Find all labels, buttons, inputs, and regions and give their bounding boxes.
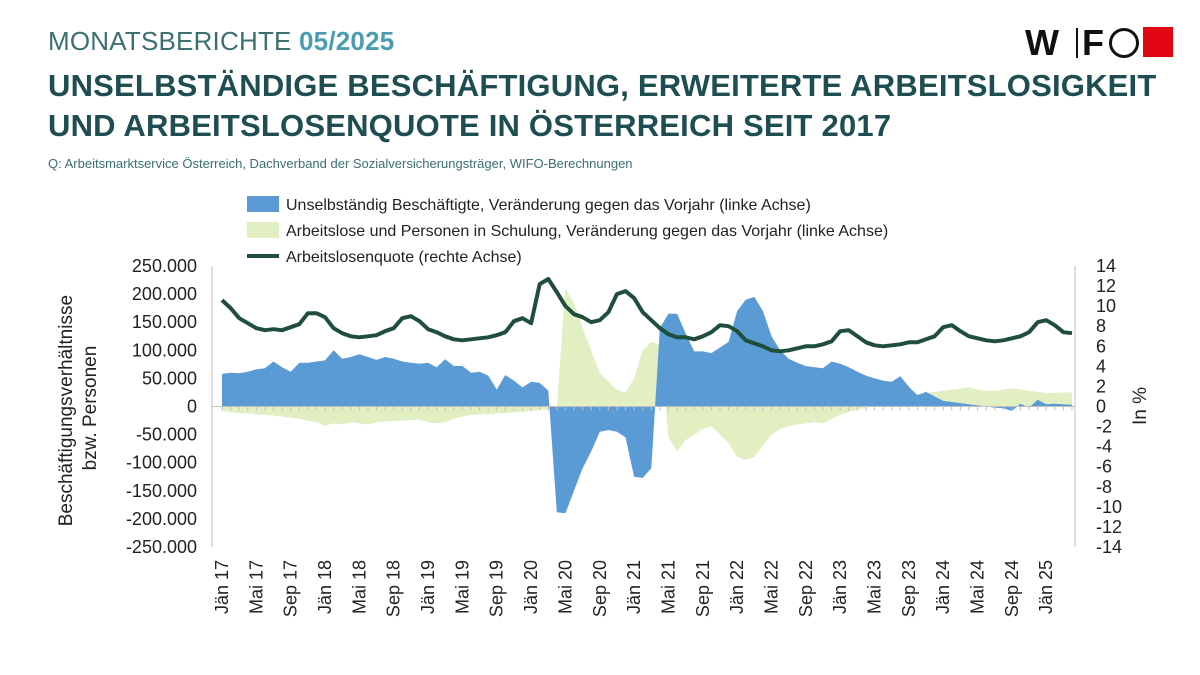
report-series-label: MONATSBERICHTE <box>48 26 292 56</box>
y-tick-left-label: 250.000 <box>132 256 197 276</box>
y-tick-left-label: 100.000 <box>132 340 197 360</box>
report-issue: 05/2025 <box>299 26 395 56</box>
title-line-1: UNSELBSTÄNDIGE BESCHÄFTIGUNG, ERWEITERTE… <box>48 68 1157 103</box>
x-tick-label: Sep 21 <box>693 560 713 617</box>
x-tick-label: Sep 17 <box>281 560 301 617</box>
logo-red-square <box>1143 27 1173 57</box>
legend-label-employment: Unselbständig Beschäftigte, Veränderung … <box>286 197 811 214</box>
y-tick-left-label: -250.000 <box>126 537 197 557</box>
y-axis-right-label: In % <box>1130 387 1151 425</box>
legend-label-unemployed: Arbeitslose und Personen in Schulung, Ve… <box>286 223 888 240</box>
x-tick-label: Sep 23 <box>899 560 919 617</box>
y-tick-right-label: -14 <box>1096 537 1122 557</box>
y-tick-right-label: 0 <box>1096 397 1106 417</box>
x-tick-label: Sep 22 <box>796 560 816 617</box>
y-tick-right-label: 6 <box>1096 336 1106 356</box>
x-tick-label: Jän 25 <box>1036 560 1056 614</box>
legend-swatch-unemployed <box>247 222 279 238</box>
y-tick-left-label: 0 <box>187 397 197 417</box>
y-axis-left-label-line-1: Beschäftigungsverhältnisse <box>56 295 77 526</box>
x-tick-label: Sep 24 <box>1002 560 1022 617</box>
y-tick-right-label: 2 <box>1096 376 1106 396</box>
series-area-employment <box>222 296 1072 514</box>
y-tick-right-label: -8 <box>1096 477 1112 497</box>
logo-wordmark: W F <box>1025 22 1105 63</box>
legend-swatch-employment <box>247 196 279 212</box>
x-tick-label: Jän 21 <box>624 560 644 614</box>
y-tick-right-label: -12 <box>1096 517 1122 537</box>
x-tick-label: Mai 17 <box>246 560 266 614</box>
y-tick-left-label: -100.000 <box>126 453 197 473</box>
y-tick-left-label: -150.000 <box>126 481 197 501</box>
series-area-unemployed <box>222 288 1072 460</box>
y-tick-right-label: -6 <box>1096 457 1112 477</box>
y-tick-left-label: -50.000 <box>136 425 197 445</box>
report-series: MONATSBERICHTE 05/2025 <box>48 26 394 57</box>
chart: Unselbständig Beschäftigte, Veränderung … <box>56 196 1151 617</box>
x-tick-label: Jän 19 <box>418 560 438 614</box>
x-tick-label: Jän 24 <box>933 560 953 614</box>
y-tick-left-label: 150.000 <box>132 312 197 332</box>
y-tick-right-label: 10 <box>1096 296 1116 316</box>
x-tick-label: Mai 18 <box>349 560 369 614</box>
x-tick-label: Jän 20 <box>521 560 541 614</box>
x-tick-label: Mai 21 <box>659 560 679 614</box>
logo-circle <box>1109 28 1139 58</box>
x-tick-label: Jän 22 <box>727 560 747 614</box>
x-tick-label: Mai 19 <box>452 560 472 614</box>
page-title: UNSELBSTÄNDIGE BESCHÄFTIGUNG, ERWEITERTE… <box>48 66 1157 146</box>
y-tick-right-label: 4 <box>1096 356 1106 376</box>
x-tick-label: Sep 18 <box>384 560 404 617</box>
y-axis-left-label: Beschäftigungsverhältnisse bzw. Personen <box>56 290 101 527</box>
x-tick-label: Jän 18 <box>315 560 335 614</box>
y-tick-left-label: -200.000 <box>126 509 197 529</box>
chart-legend: Unselbständig Beschäftigte, Veränderung … <box>247 196 888 266</box>
source-note: Q: Arbeitsmarktservice Österreich, Dachv… <box>48 156 633 171</box>
title-line-2: UND ARBEITSLOSENQUOTE IN ÖSTERREICH SEIT… <box>48 108 892 143</box>
x-tick-label: Jän 23 <box>830 560 850 614</box>
y-tick-right-label: -4 <box>1096 437 1112 457</box>
wifo-logo: W F <box>1025 22 1173 63</box>
x-tick-label: Jän 17 <box>212 560 232 614</box>
x-tick-label: Mai 23 <box>865 560 885 614</box>
legend-label-rate: Arbeitslosenquote (rechte Achse) <box>286 249 522 266</box>
x-tick-label: Sep 19 <box>487 560 507 617</box>
y-tick-left-label: 200.000 <box>132 284 197 304</box>
y-tick-left-label: 50.000 <box>142 368 197 388</box>
series-line-rate <box>220 277 1073 354</box>
y-tick-right-label: -2 <box>1096 417 1112 437</box>
y-tick-right-label: -10 <box>1096 497 1122 517</box>
y-axis-left-label-line-2: bzw. Personen <box>80 346 101 471</box>
x-tick-label: Mai 20 <box>555 560 575 614</box>
y-tick-right-label: 12 <box>1096 276 1116 296</box>
x-tick-label: Mai 22 <box>762 560 782 614</box>
x-tick-label: Mai 24 <box>968 560 988 614</box>
y-tick-right-label: 14 <box>1096 256 1116 276</box>
x-tick-label: Sep 20 <box>590 560 610 617</box>
logo-separator <box>1076 28 1078 58</box>
y-tick-right-label: 8 <box>1096 316 1106 336</box>
